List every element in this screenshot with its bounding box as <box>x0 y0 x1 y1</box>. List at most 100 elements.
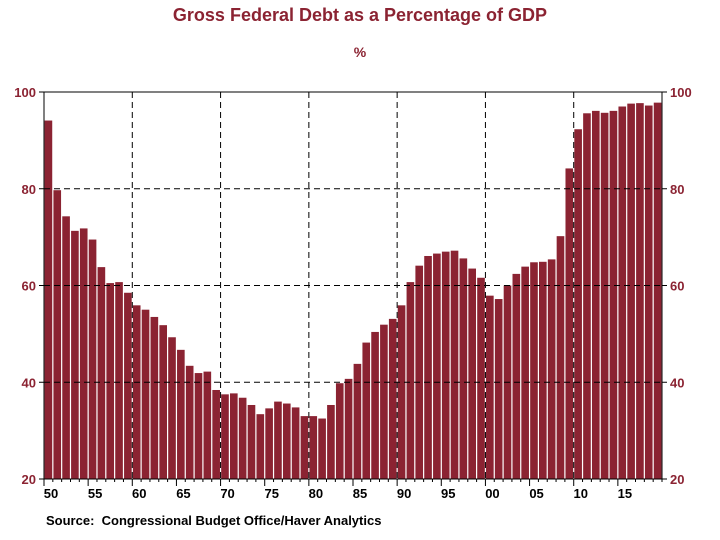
xtick-label-1980: 80 <box>309 486 323 501</box>
ytick-label-right-60: 60 <box>670 279 684 294</box>
bar-1958 <box>115 282 123 479</box>
bar-1990 <box>397 305 406 479</box>
bar-1984 <box>344 378 353 479</box>
bar-2014 <box>609 110 618 480</box>
bar-1999 <box>477 277 485 479</box>
bar-2019 <box>653 102 662 479</box>
bar-1985 <box>353 363 362 479</box>
bar-1966 <box>185 365 194 479</box>
bar-1978 <box>291 407 300 479</box>
ytick-label-left-40: 40 <box>22 375 36 390</box>
bar-2004 <box>521 266 529 479</box>
xtick-label-1975: 75 <box>264 486 278 501</box>
bar-1973 <box>247 404 256 479</box>
bar-2010 <box>574 129 582 479</box>
xtick-label-2015: 15 <box>618 486 632 501</box>
ytick-label-left-100: 100 <box>14 85 36 100</box>
xtick-label-2010: 10 <box>573 486 587 501</box>
bar-1987 <box>371 331 379 479</box>
xtick-label-2005: 05 <box>529 486 543 501</box>
bar-1977 <box>282 403 291 479</box>
y-axis-left: 20 40 60 80 100 <box>14 85 36 487</box>
xtick-label-1960: 60 <box>132 486 146 501</box>
bar-1974 <box>256 414 265 479</box>
xtick-label-1985: 85 <box>353 486 367 501</box>
bar-1980 <box>309 416 318 479</box>
bar-1967 <box>194 373 203 479</box>
xtick-label-1950: 50 <box>44 486 58 501</box>
gridlines <box>44 92 662 479</box>
bar-1981 <box>318 418 326 479</box>
bar-2003 <box>512 273 521 479</box>
xtick-label-1965: 65 <box>176 486 190 501</box>
axis-ticks <box>39 91 667 486</box>
xtick-label-2000: 00 <box>485 486 499 501</box>
bar-2008 <box>556 236 565 479</box>
bar-2015 <box>618 106 627 479</box>
bar-2009 <box>565 168 574 479</box>
bar-1957 <box>106 283 115 479</box>
xtick-label-1990: 90 <box>397 486 411 501</box>
ytick-label-right-100: 100 <box>670 85 692 100</box>
ytick-label-right-20: 20 <box>670 472 684 487</box>
bar-1998 <box>468 268 476 479</box>
bar-1970 <box>221 394 229 479</box>
bar-1960 <box>132 305 141 479</box>
ytick-label-left-80: 80 <box>22 182 36 197</box>
bar-1968 <box>203 371 212 479</box>
bar-1992 <box>415 265 424 479</box>
bar-1988 <box>380 324 388 479</box>
bar-1972 <box>238 397 247 479</box>
bar-1986 <box>362 342 371 479</box>
bar-2006 <box>539 261 547 479</box>
bar-1979 <box>300 416 309 479</box>
bar-1995 <box>441 251 450 479</box>
bar-1969 <box>212 389 220 479</box>
bar-1950 <box>44 120 53 479</box>
bar-1955 <box>88 239 97 479</box>
bar-2001 <box>494 299 503 479</box>
bar-1993 <box>424 255 432 479</box>
bar-2013 <box>600 112 609 480</box>
bar-1971 <box>230 393 238 479</box>
ytick-label-left-60: 60 <box>22 279 36 294</box>
x-axis: 50 55 60 65 70 75 80 85 90 95 00 05 10 15 <box>44 486 632 501</box>
bar-2000 <box>486 295 494 479</box>
ytick-label-right-80: 80 <box>670 182 684 197</box>
xtick-label-1995: 95 <box>441 486 455 501</box>
xtick-label-1955: 55 <box>88 486 102 501</box>
chart-subtitle: % <box>353 44 367 60</box>
bar-1959 <box>124 292 132 479</box>
bar-1963 <box>159 325 167 479</box>
bar-1953 <box>71 230 79 479</box>
xtick-label-1970: 70 <box>220 486 234 501</box>
ytick-label-right-40: 40 <box>670 375 684 390</box>
bar-series <box>44 102 662 480</box>
bar-2005 <box>530 262 538 479</box>
bar-1989 <box>388 318 397 479</box>
bar-2016 <box>627 103 635 480</box>
bar-2007 <box>547 259 556 479</box>
bar-1951 <box>53 190 62 479</box>
ytick-label-left-20: 20 <box>22 472 36 487</box>
bar-1997 <box>459 258 468 479</box>
bar-1952 <box>62 216 70 479</box>
bar-2012 <box>591 110 600 480</box>
bar-2011 <box>583 113 591 479</box>
bar-1996 <box>450 250 459 479</box>
bar-1983 <box>335 383 344 479</box>
bar-1975 <box>265 408 273 479</box>
bar-2017 <box>636 103 644 479</box>
bar-1976 <box>274 401 282 479</box>
bar-1956 <box>97 267 106 479</box>
bar-2018 <box>644 105 653 479</box>
source-note: Source: Congressional Budget Office/Have… <box>46 513 382 528</box>
bar-1962 <box>150 316 159 479</box>
y-axis-right: 20 40 60 80 100 <box>670 85 692 487</box>
bar-1954 <box>79 228 88 479</box>
chart-title: Gross Federal Debt as a Percentage of GD… <box>172 5 548 25</box>
bar-1961 <box>141 309 150 479</box>
bar-1982 <box>327 404 335 479</box>
bar-1964 <box>168 337 176 479</box>
